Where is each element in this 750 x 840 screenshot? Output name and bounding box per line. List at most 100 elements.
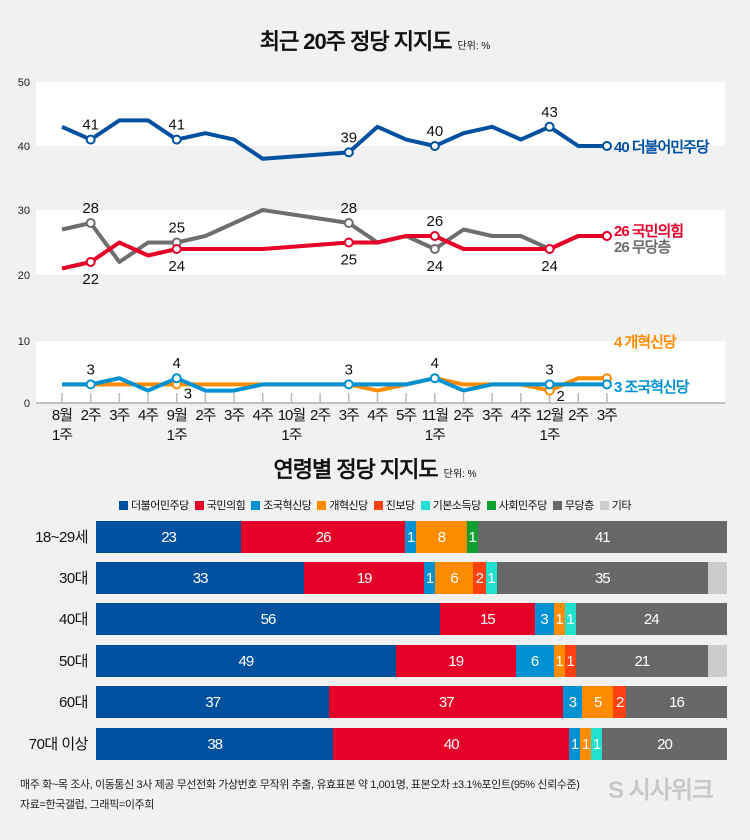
data-point-marker bbox=[544, 121, 555, 132]
bar-segment-개혁신당: 8 bbox=[416, 521, 467, 553]
title-text: 최근 20주 정당 지지도 bbox=[259, 29, 453, 54]
unit-label: 단위: % bbox=[457, 41, 491, 52]
x-tick-label: 1주 bbox=[167, 427, 187, 440]
bar-segment-무당층: 16 bbox=[626, 686, 727, 718]
legend-swatch bbox=[486, 501, 496, 510]
bar-row: 40대 56 15 3 1 1 24 bbox=[0, 603, 750, 635]
data-point-marker bbox=[171, 244, 182, 254]
survey-note: 매주 화~목 조사, 이동통신 3사 제공 무선전화 가상번호 무작위 추출, … bbox=[20, 779, 580, 791]
bar-segment-국민의힘: 40 bbox=[333, 728, 570, 760]
stacked-bar: 33 19 1 6 2 1 35 bbox=[96, 562, 727, 594]
data-label: 4 bbox=[431, 355, 439, 372]
x-tick-label: 4주 bbox=[367, 407, 387, 424]
data-point-marker bbox=[601, 141, 612, 151]
series-end-label: 26 국민의힘 bbox=[614, 222, 683, 240]
x-tick-label: 2주 bbox=[453, 407, 473, 424]
x-tick-label: 11월 bbox=[422, 407, 449, 424]
bar-segment-기본소득당: 1 bbox=[591, 728, 603, 760]
y-tick-label: 10 bbox=[18, 336, 30, 348]
bar-segment-조국혁신당: 3 bbox=[534, 603, 554, 635]
x-tick-label: 2주 bbox=[195, 407, 215, 424]
series-end-label: 26 무당층 bbox=[614, 238, 671, 256]
line-chart: 50 40 30 20 10 0 8월 1주 2주 3주 4주 9월 1주 2주 3주 4주 10월 1주 2주 3주… bbox=[18, 77, 725, 440]
bar-segment-무당층: 21 bbox=[575, 645, 709, 677]
series-line-무당층 bbox=[61, 208, 607, 264]
legend-item: 국민의힘 bbox=[194, 500, 246, 512]
x-tick-label: 8월 bbox=[52, 407, 72, 424]
legend-item: 조국혁신당 bbox=[251, 500, 312, 512]
bar-segment-무당층: 41 bbox=[477, 521, 727, 553]
bar-segment-국민의힘: 26 bbox=[241, 521, 406, 553]
y-tick-label: 20 bbox=[18, 270, 30, 282]
legend-swatch bbox=[317, 501, 327, 510]
bar-segment-국민의힘: 37 bbox=[329, 686, 563, 718]
bar-segment-더불어민주당: 23 bbox=[96, 521, 242, 553]
category-label: 70대 이상 bbox=[28, 736, 89, 753]
data-point-marker bbox=[85, 379, 96, 390]
legend-label: 조국혁신당 bbox=[263, 500, 312, 512]
data-point-marker bbox=[601, 231, 612, 241]
legend-label: 기본소득당 bbox=[432, 500, 482, 512]
data-label: 3 bbox=[184, 385, 192, 402]
x-tick-label: 2주 bbox=[568, 407, 588, 424]
legend-label: 더불어민주당 bbox=[130, 500, 189, 512]
data-point-marker bbox=[343, 379, 354, 390]
data-label: 26 bbox=[426, 213, 443, 230]
bar-segment-국민의힘: 19 bbox=[304, 562, 425, 594]
data-label: 39 bbox=[340, 129, 357, 146]
legend-swatch bbox=[118, 501, 128, 510]
y-tick-label: 30 bbox=[18, 205, 30, 217]
x-tick-label: 4주 bbox=[138, 407, 158, 424]
bar-segment-조국혁신당: 6 bbox=[515, 645, 554, 677]
bar-segment-더불어민주당: 49 bbox=[96, 645, 396, 677]
bar-segment-무당층: 20 bbox=[602, 728, 727, 760]
x-tick-label: 1주 bbox=[52, 427, 72, 440]
data-label: 4 bbox=[173, 355, 181, 372]
bar-row: 18~29세 23 26 1 8 1 41 bbox=[0, 521, 750, 553]
data-point-marker bbox=[429, 141, 440, 151]
data-point-marker bbox=[85, 218, 96, 228]
data-label: 41 bbox=[168, 117, 185, 134]
legend-swatch bbox=[251, 501, 261, 510]
bar-row: 30대 33 19 1 6 2 1 35 bbox=[0, 562, 750, 594]
x-tick-label: 1주 bbox=[425, 427, 445, 440]
data-label: 28 bbox=[82, 200, 99, 217]
bar-row: 60대 37 37 3 5 2 16 bbox=[0, 686, 750, 718]
x-tick-label: 3주 bbox=[224, 407, 244, 424]
legend-item: 사회민주당 bbox=[486, 500, 547, 512]
legend-label: 개혁신당 bbox=[329, 500, 368, 512]
data-label: 22 bbox=[82, 271, 99, 288]
plot-panel bbox=[36, 82, 725, 146]
bar-segment-기본소득당: 1 bbox=[564, 603, 576, 635]
bar-segment-조국혁신당: 1 bbox=[405, 521, 417, 553]
bar-segment-개혁신당: 5 bbox=[581, 686, 614, 718]
x-tick-label: 3주 bbox=[109, 407, 129, 424]
data-label: 25 bbox=[168, 220, 185, 237]
legend-swatch bbox=[373, 501, 383, 510]
y-tick-label: 0 bbox=[24, 398, 30, 410]
bar-segment-기타 bbox=[708, 645, 727, 677]
stacked-bar: 38 40 1 1 1 20 bbox=[96, 728, 727, 760]
data-point-marker bbox=[171, 134, 182, 145]
data-point-marker bbox=[544, 244, 555, 254]
data-point-marker bbox=[601, 379, 612, 390]
series-line-더불어민주당 bbox=[61, 118, 607, 161]
x-tick-label: 3주 bbox=[597, 407, 617, 424]
data-label: 24 bbox=[168, 258, 185, 275]
bar-segment-국민의힘: 15 bbox=[439, 603, 535, 635]
bar-segment-더불어민주당: 33 bbox=[96, 562, 305, 594]
legend-swatch bbox=[194, 501, 204, 510]
legend-item: 무당층 bbox=[552, 500, 594, 512]
legend-label: 국민의힘 bbox=[206, 500, 246, 512]
stacked-bar: 23 26 1 8 1 41 bbox=[96, 521, 727, 553]
stacked-bar: 56 15 3 1 1 24 bbox=[96, 603, 727, 635]
bar-row: 70대 이상 38 40 1 1 1 20 bbox=[0, 728, 750, 760]
bar-segment-개혁신당: 1 bbox=[580, 728, 592, 760]
legend-swatch bbox=[599, 501, 609, 510]
data-point-marker bbox=[343, 237, 354, 248]
data-label: 3 bbox=[87, 361, 95, 378]
category-label: 50대 bbox=[59, 653, 89, 670]
bar-segment-진보당: 2 bbox=[613, 686, 627, 718]
data-label: 3 bbox=[345, 361, 353, 378]
bar-segment-기본소득당: 1 bbox=[485, 562, 497, 594]
